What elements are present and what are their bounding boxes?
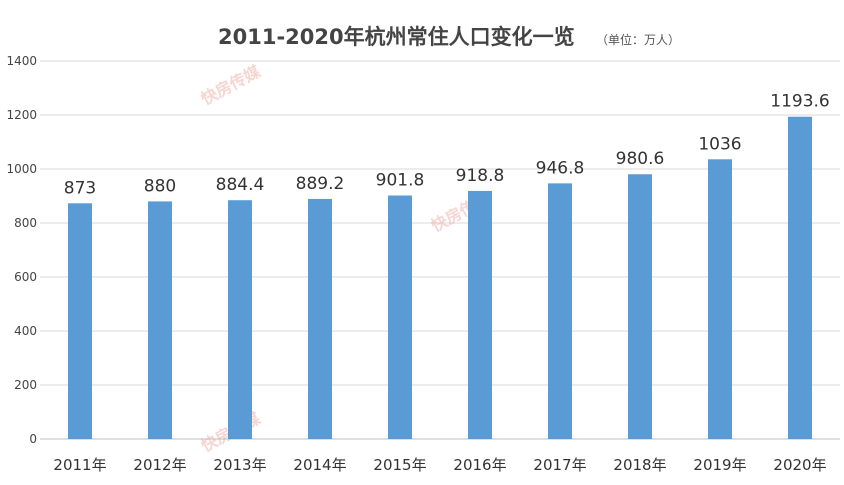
- data-label: 980.6: [616, 149, 665, 169]
- bar: [148, 201, 172, 439]
- x-tick-label: 2020年: [773, 456, 826, 474]
- data-label: 873: [64, 178, 96, 198]
- gridlines: [40, 60, 840, 440]
- x-tick-label: 2017年: [533, 456, 586, 474]
- y-tick-label: 200: [14, 378, 37, 392]
- data-label: 946.8: [536, 158, 585, 178]
- x-tick-label: 2018年: [613, 456, 666, 474]
- data-label: 889.2: [296, 174, 345, 194]
- y-tick-label: 1200: [6, 108, 37, 122]
- data-label: 884.4: [216, 175, 265, 195]
- data-label: 901.8: [376, 171, 425, 191]
- x-tick-label: 2014年: [293, 456, 346, 474]
- bar: [228, 200, 252, 439]
- data-label: 1036: [698, 134, 741, 154]
- y-tick-label: 800: [14, 216, 37, 230]
- bar: [388, 195, 412, 439]
- bars: [68, 116, 812, 439]
- y-axis-ticks: 0 200 400 600 800 1000 1200 1400: [6, 54, 37, 446]
- bar: [628, 174, 652, 439]
- x-tick-label: 2013年: [213, 456, 266, 474]
- bar: [468, 190, 492, 439]
- y-tick-label: 0: [29, 432, 37, 446]
- bar: [788, 116, 812, 439]
- x-tick-label: 2015年: [373, 456, 426, 474]
- bar: [548, 183, 572, 439]
- data-label: 918.8: [456, 166, 505, 186]
- bar: [308, 198, 332, 439]
- x-tick-label: 2012年: [133, 456, 186, 474]
- chart-unit-note: （单位：万人）: [596, 32, 680, 47]
- bar: [68, 203, 92, 439]
- chart-title: 2011-2020年杭州常住人口变化一览 （单位：万人）: [218, 25, 680, 49]
- chart-title-text: 2011-2020年杭州常住人口变化一览: [218, 25, 575, 49]
- watermark-text: 快房传媒: [198, 61, 264, 108]
- data-label: 1193.6: [770, 92, 829, 112]
- y-tick-label: 400: [14, 324, 37, 338]
- y-tick-label: 600: [14, 270, 37, 284]
- data-label: 880: [144, 176, 176, 196]
- x-tick-label: 2019年: [693, 456, 746, 474]
- bar: [708, 159, 732, 439]
- data-labels: 873 880 884.4 889.2 901.8 918.8 946.8 980.6 1036…: [64, 92, 830, 199]
- x-tick-label: 2011年: [53, 456, 106, 474]
- x-tick-label: 2016年: [453, 456, 506, 474]
- y-tick-label: 1400: [6, 54, 37, 68]
- y-tick-label: 1000: [6, 162, 37, 176]
- x-axis-ticks: 2011年 2012年 2013年 2014年 2015年 2016年 2017年 2018年…: [53, 456, 826, 474]
